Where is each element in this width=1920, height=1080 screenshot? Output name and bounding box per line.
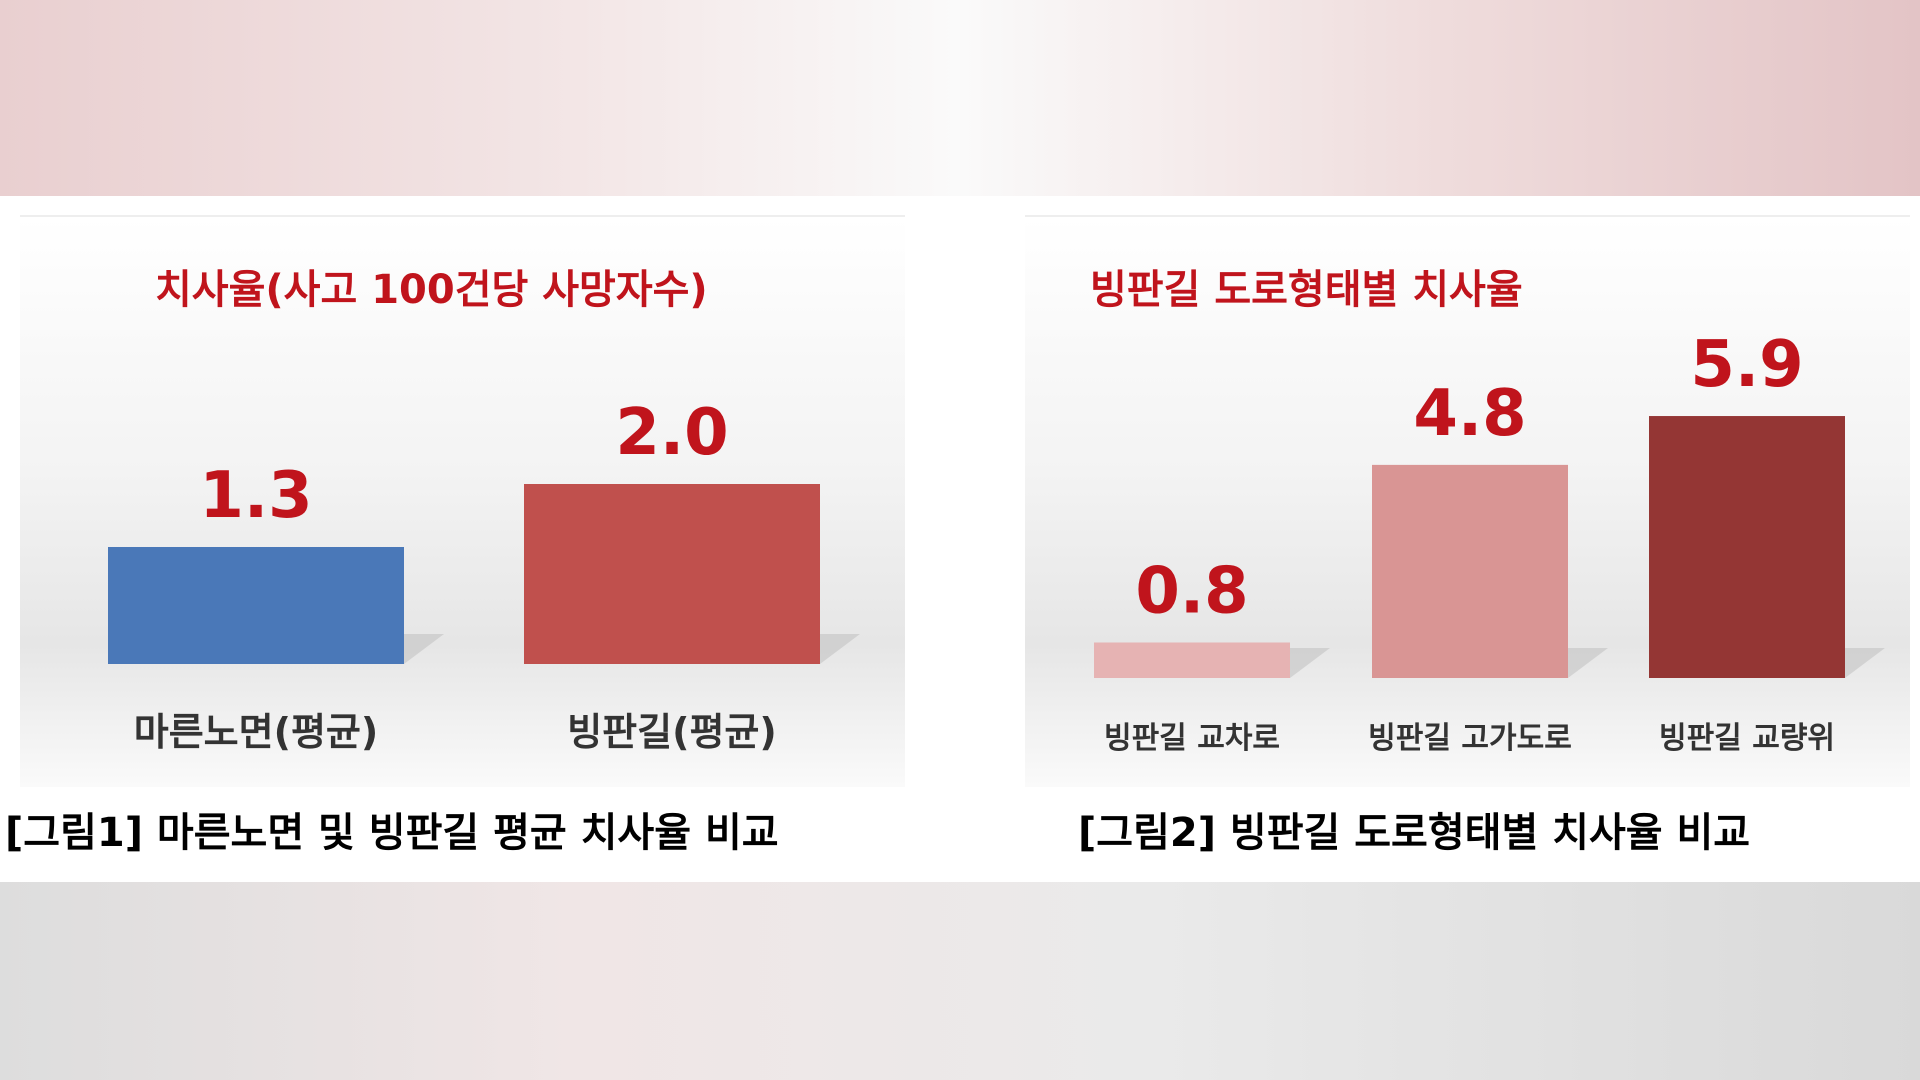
bar-shadow <box>404 634 444 664</box>
caption-figure-2: [그림2] 빙판길 도로형태별 치사율 비교 <box>1078 810 1751 856</box>
category-label: 빙판길 교량위 <box>1659 721 1835 756</box>
data-label: 1.3 <box>199 459 312 533</box>
category-label: 빙판길 고가도로 <box>1368 721 1572 756</box>
bar <box>524 484 820 664</box>
bar <box>1372 464 1568 678</box>
chart-title-2: 빙판길 도로형태별 치사율 <box>1090 267 1523 313</box>
data-label: 5.9 <box>1690 328 1803 402</box>
bar <box>1094 642 1290 678</box>
category-label: 빙판길 교차로 <box>1104 721 1280 756</box>
data-label: 0.8 <box>1135 554 1248 628</box>
chart-title-1: 치사율(사고 100건당 사망자수) <box>155 267 708 313</box>
data-label: 2.0 <box>615 396 728 470</box>
caption-figure-1: [그림1] 마른노면 및 빙판길 평균 치사율 비교 <box>5 810 779 856</box>
bar <box>108 547 404 664</box>
data-label: 4.8 <box>1413 377 1526 451</box>
category-label: 마른노면(평균) <box>134 710 379 754</box>
bar-shadow <box>1845 648 1885 678</box>
bar <box>1649 416 1845 678</box>
bar-shadow <box>820 634 860 664</box>
bar-shadow <box>1568 648 1608 678</box>
background-bottom <box>0 882 1920 1080</box>
category-label: 빙판길(평균) <box>567 710 777 754</box>
bar-shadow <box>1290 648 1330 678</box>
